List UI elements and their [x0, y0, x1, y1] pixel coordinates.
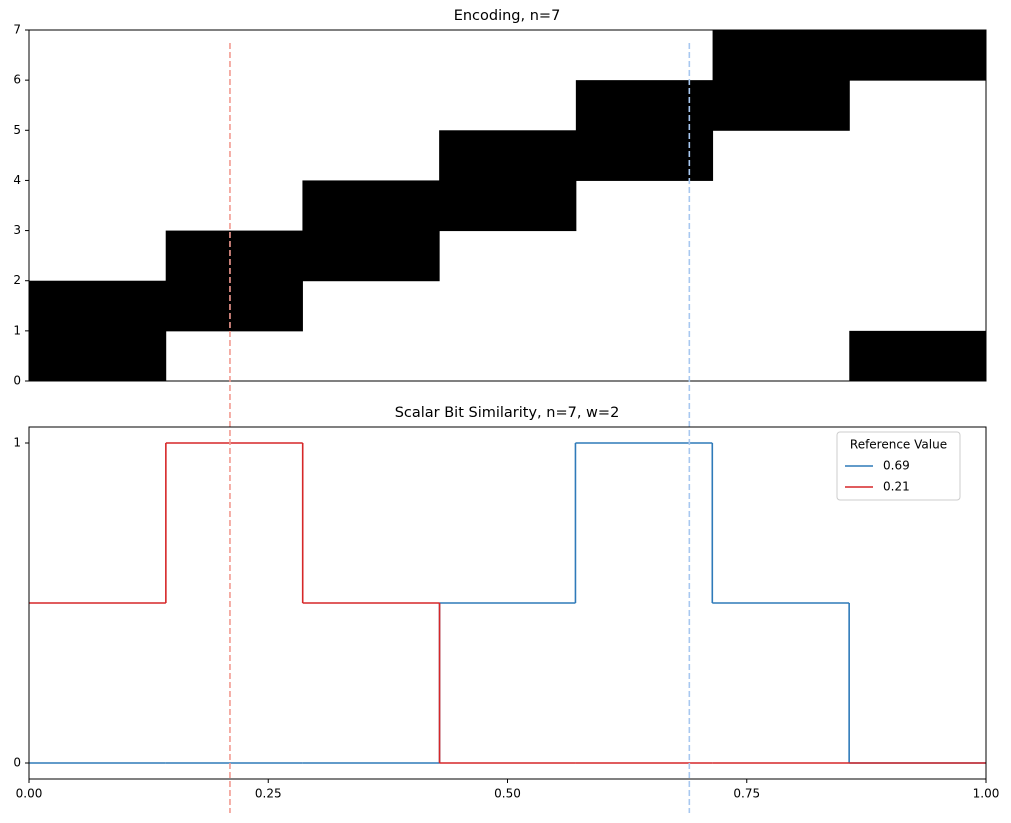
cell	[302, 130, 439, 181]
cell	[439, 30, 576, 81]
x-tick-label: 0.25	[255, 787, 282, 801]
y-tick-label: 0	[13, 374, 21, 388]
cell	[713, 331, 850, 382]
cell	[29, 130, 166, 181]
y-tick-label: 1	[13, 436, 21, 450]
cell	[29, 280, 167, 332]
y-tick-label: 4	[13, 173, 21, 187]
cell	[29, 231, 166, 282]
x-tick-label: 0.00	[16, 787, 43, 801]
cell	[575, 80, 714, 131]
cell	[849, 281, 986, 332]
y-tick-label: 0	[13, 756, 21, 770]
cell	[302, 180, 440, 232]
cell	[302, 230, 440, 282]
top-title: Encoding, n=7	[454, 8, 561, 24]
cell	[29, 80, 166, 131]
x-tick-label: 0.50	[494, 787, 521, 801]
cell	[713, 180, 850, 231]
cell	[849, 130, 986, 181]
cell	[849, 180, 986, 231]
y-tick-label: 3	[13, 223, 21, 237]
cell	[576, 231, 713, 282]
cell	[439, 180, 577, 232]
cell	[302, 281, 439, 332]
cell	[713, 130, 850, 181]
cell	[165, 280, 303, 332]
cell	[166, 130, 303, 181]
axes-frame	[28, 29, 987, 382]
bottom-title: Scalar Bit Similarity, n=7, w=2	[395, 405, 620, 421]
cell	[166, 331, 303, 382]
cell	[166, 180, 303, 231]
legend-title: Reference Value	[850, 438, 947, 452]
cell	[302, 30, 439, 81]
cell	[166, 80, 303, 131]
y-tick-label: 6	[13, 73, 21, 87]
cell	[165, 230, 303, 282]
cell	[439, 281, 576, 332]
cell	[576, 281, 713, 332]
x-tick-label: 1.00	[973, 787, 1000, 801]
cell	[29, 330, 167, 382]
cell	[576, 30, 713, 81]
cell	[713, 281, 850, 332]
cell	[439, 130, 577, 181]
y-tick-label: 7	[13, 23, 21, 37]
cell	[712, 30, 850, 81]
cell	[849, 231, 986, 282]
cell	[166, 30, 303, 81]
cell	[302, 80, 439, 131]
cell	[576, 180, 713, 231]
legend-label: 0.21	[883, 480, 910, 494]
y-tick-label: 1	[13, 323, 21, 337]
cell	[29, 30, 166, 81]
cell	[439, 231, 576, 282]
cell	[302, 331, 439, 382]
y-tick-label: 2	[13, 273, 21, 287]
cell	[576, 331, 713, 382]
legend-box	[836, 431, 961, 501]
cell	[29, 180, 166, 231]
cell	[712, 80, 850, 131]
cell	[849, 80, 986, 131]
cell	[439, 331, 576, 382]
x-tick-label: 0.75	[733, 787, 760, 801]
y-tick-label: 5	[13, 123, 21, 137]
cell	[713, 231, 850, 282]
legend-label: 0.69	[883, 459, 910, 473]
cell	[849, 30, 987, 81]
cell	[575, 130, 714, 181]
cell	[849, 330, 987, 382]
cell	[439, 80, 576, 131]
